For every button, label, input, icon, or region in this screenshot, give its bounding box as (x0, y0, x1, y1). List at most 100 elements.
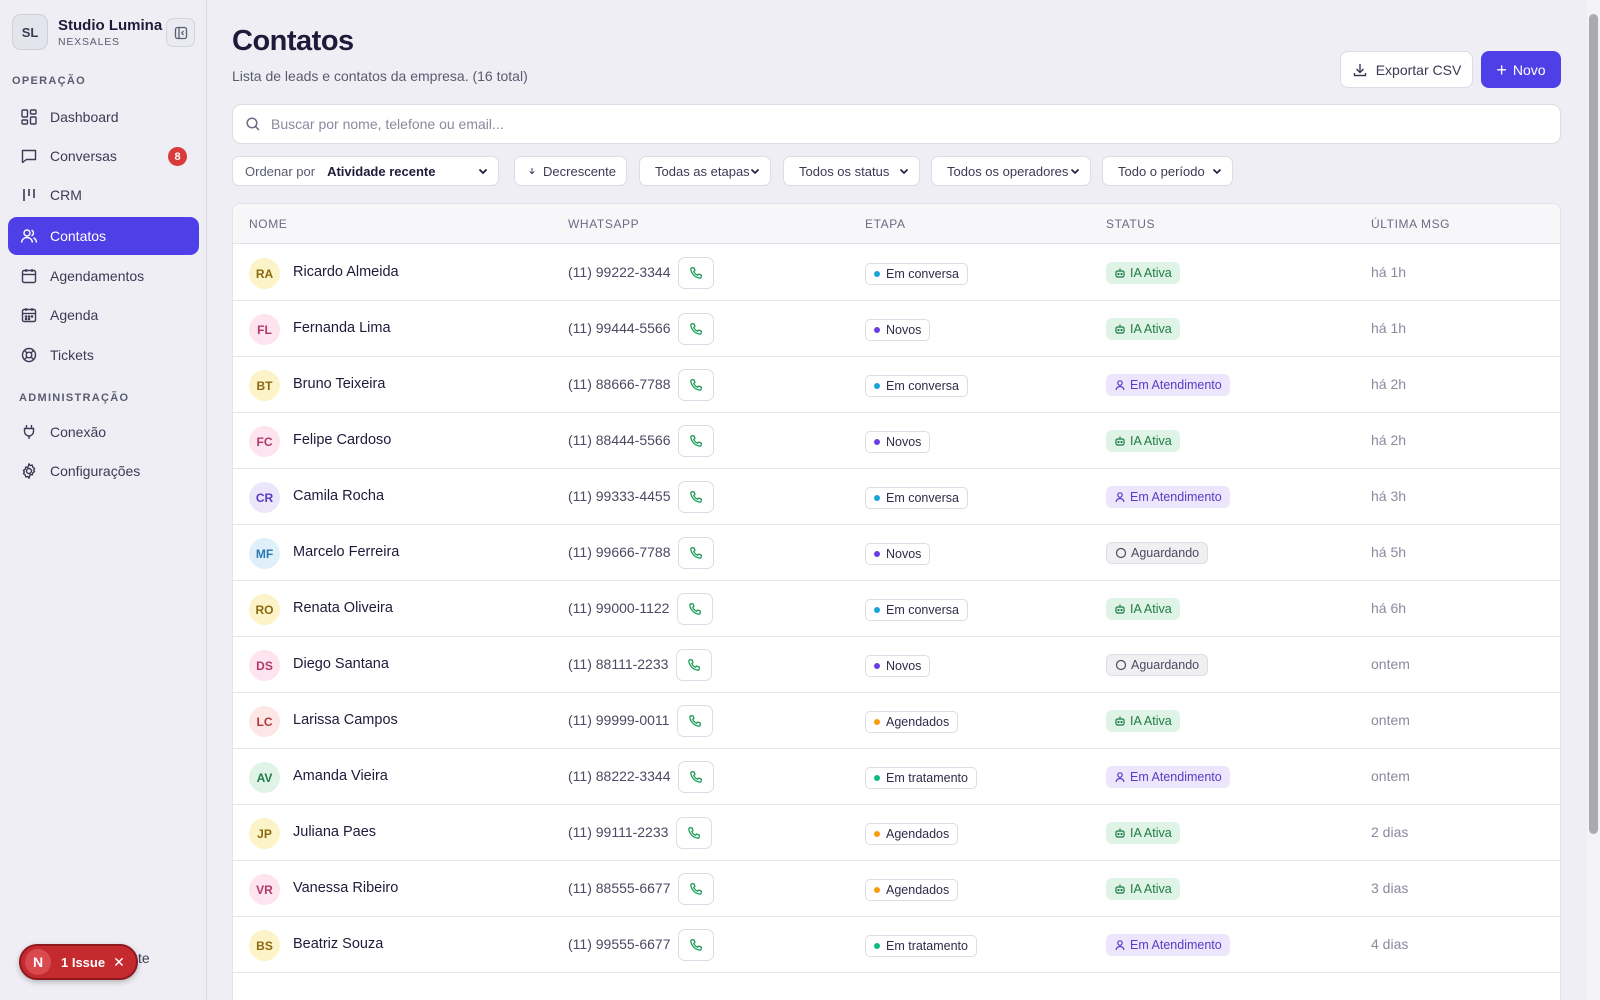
stage-dot (874, 831, 880, 837)
contact-name[interactable]: Beatriz Souza (293, 936, 384, 952)
sidebar-item-tickets[interactable]: Tickets (8, 336, 199, 374)
status-badge: IA Ativa (1106, 710, 1180, 732)
phone-icon (690, 547, 702, 559)
brand-subtitle: NEXSALES (58, 35, 120, 48)
sidebar-item-agenda[interactable]: Agenda (8, 296, 199, 334)
table-row[interactable]: BS Beatriz Souza (11) 99555-6677 Em tratame… (233, 916, 1560, 973)
contact-name[interactable]: Vanessa Ribeiro (293, 880, 399, 896)
table-row[interactable]: FL Fernanda Lima (11) 99444-5566 Novos IA At… (233, 300, 1560, 357)
scrollbar-thumb[interactable] (1589, 14, 1598, 834)
contact-name[interactable]: Amanda Vieira (293, 768, 388, 784)
status-label: IA Ativa (1130, 434, 1172, 448)
stage-dot (874, 327, 880, 333)
collapse-sidebar-button[interactable] (166, 18, 195, 47)
contact-name[interactable]: Ricardo Almeida (293, 264, 399, 280)
call-button[interactable] (676, 649, 712, 681)
brand[interactable]: SL Studio Lumina NEXSALES (12, 14, 162, 50)
contact-name[interactable]: Fernanda Lima (293, 320, 391, 336)
call-button[interactable] (677, 705, 713, 737)
sort-by-select[interactable]: Ordenar por Atividade recente (232, 156, 499, 186)
search-input[interactable] (271, 116, 1521, 132)
column-header-etapa[interactable]: ETAPA (865, 217, 906, 231)
contact-name[interactable]: Diego Santana (293, 656, 389, 672)
contact-name[interactable]: Larissa Campos (293, 712, 398, 728)
new-contact-button[interactable]: + Novo (1481, 51, 1561, 88)
table-row[interactable]: MF Marcelo Ferreira (11) 99666-7788 Novos Ag… (233, 524, 1560, 581)
call-button[interactable] (676, 817, 712, 849)
period-filter-value: Todo o período (1118, 163, 1205, 179)
contact-name[interactable]: Renata Oliveira (293, 600, 393, 616)
page-title: Contatos (232, 25, 354, 57)
status-badge: IA Ativa (1106, 430, 1180, 452)
close-icon[interactable]: ✕ (113, 953, 125, 970)
export-csv-button[interactable]: Exportar CSV (1340, 51, 1473, 88)
sidebar-item-crm[interactable]: CRM (8, 176, 199, 214)
table-row[interactable]: RA Ricardo Almeida (11) 99222-3344 Em conve… (233, 244, 1560, 301)
call-button[interactable] (678, 257, 714, 289)
status-label: Aguardando (1131, 658, 1200, 672)
sidebar-item-agendamentos[interactable]: Agendamentos (8, 257, 199, 295)
stage-badge: Novos (865, 655, 931, 677)
table-row[interactable]: FC Felipe Cardoso (11) 88444-5566 Novos IA A… (233, 412, 1560, 469)
contact-name[interactable]: Marcelo Ferreira (293, 544, 400, 560)
table-row[interactable]: LC Larissa Campos (11) 99999-0011 Agendados… (233, 692, 1560, 749)
call-button[interactable] (678, 481, 714, 513)
stage-filter-select[interactable]: Todas as etapas (639, 156, 771, 186)
sidebar-item-configuracoes[interactable]: Configurações (8, 452, 199, 490)
sidebar-item-conexao[interactable]: Conexão (8, 413, 199, 451)
contact-name[interactable]: Camila Rocha (293, 488, 385, 504)
sidebar-item-conversas[interactable]: Conversas 8 (8, 137, 199, 175)
call-button[interactable] (678, 761, 714, 793)
status-filter-value: Todos os status (799, 163, 890, 179)
issues-indicator[interactable]: N 1 Issue ✕ (19, 944, 138, 980)
table-row[interactable] (233, 972, 1560, 1000)
table-row[interactable]: JP Juliana Paes (11) 99111-2233 Agendados IA… (233, 804, 1560, 861)
call-button[interactable] (678, 425, 714, 457)
table-row[interactable]: CR Camila Rocha (11) 99333-4455 Em conversa… (233, 468, 1560, 525)
table-row[interactable]: DS Diego Santana (11) 88111-2233 Novos Aguar… (233, 636, 1560, 693)
call-button[interactable] (678, 537, 714, 569)
column-header-whatsapp[interactable]: WHATSAPP (568, 217, 640, 231)
search-bar[interactable] (232, 104, 1561, 144)
period-filter-select[interactable]: Todo o período (1102, 156, 1233, 186)
last-message-time: há 3h (1371, 488, 1407, 504)
status-filter-select[interactable]: Todos os status (783, 156, 920, 186)
call-button[interactable] (677, 593, 713, 625)
contact-phone: (11) 99999-0011 (568, 712, 670, 728)
call-button[interactable] (678, 369, 714, 401)
stage-label: Agendados (886, 827, 950, 841)
status-badge: Em Atendimento (1106, 486, 1230, 508)
contact-name[interactable]: Bruno Teixeira (293, 376, 386, 392)
table-row[interactable]: RO Renata Oliveira (11) 99000-1122 Em conve… (233, 580, 1560, 637)
stage-label: Em conversa (886, 603, 959, 617)
avatar: BT (249, 370, 280, 401)
sidebar-item-dashboard[interactable]: Dashboard (8, 98, 199, 136)
contact-phone: (11) 99555-6677 (568, 936, 671, 952)
status-label: IA Ativa (1130, 602, 1172, 616)
stage-label: Em tratamento (886, 771, 968, 785)
table-row[interactable]: BT Bruno Teixeira (11) 88666-7788 Em conver… (233, 356, 1560, 413)
table-row[interactable]: AV Amanda Vieira (11) 88222-3344 Em tratame… (233, 748, 1560, 805)
sidebar-item-label: Conexão (50, 424, 107, 440)
contact-name[interactable]: Felipe Cardoso (293, 432, 392, 448)
contact-phone: (11) 99111-2233 (568, 824, 669, 840)
call-button[interactable] (678, 313, 714, 345)
column-header-ultima-msg[interactable]: ÚLTIMA MSG (1371, 217, 1451, 231)
sidebar-item-contatos[interactable]: Contatos (8, 217, 199, 255)
stage-label: Em tratamento (886, 939, 968, 953)
call-button[interactable] (678, 873, 714, 905)
last-message-time: há 5h (1371, 544, 1407, 560)
scrollbar[interactable] (1587, 0, 1600, 1000)
column-header-status[interactable]: STATUS (1106, 217, 1156, 231)
phone-icon (689, 715, 701, 727)
call-button[interactable] (678, 929, 714, 961)
contact-name[interactable]: Juliana Paes (293, 824, 377, 840)
download-icon (1353, 63, 1366, 76)
sort-order-button[interactable]: Decrescente (514, 156, 627, 186)
operator-filter-select[interactable]: Todos os operadores (931, 156, 1091, 186)
column-header-nome[interactable]: NOME (249, 217, 288, 231)
status-badge: Em Atendimento (1106, 934, 1230, 956)
avatar: DS (249, 650, 280, 681)
stage-dot (874, 775, 880, 781)
table-row[interactable]: VR Vanessa Ribeiro (11) 88555-6677 Agendado… (233, 860, 1560, 917)
